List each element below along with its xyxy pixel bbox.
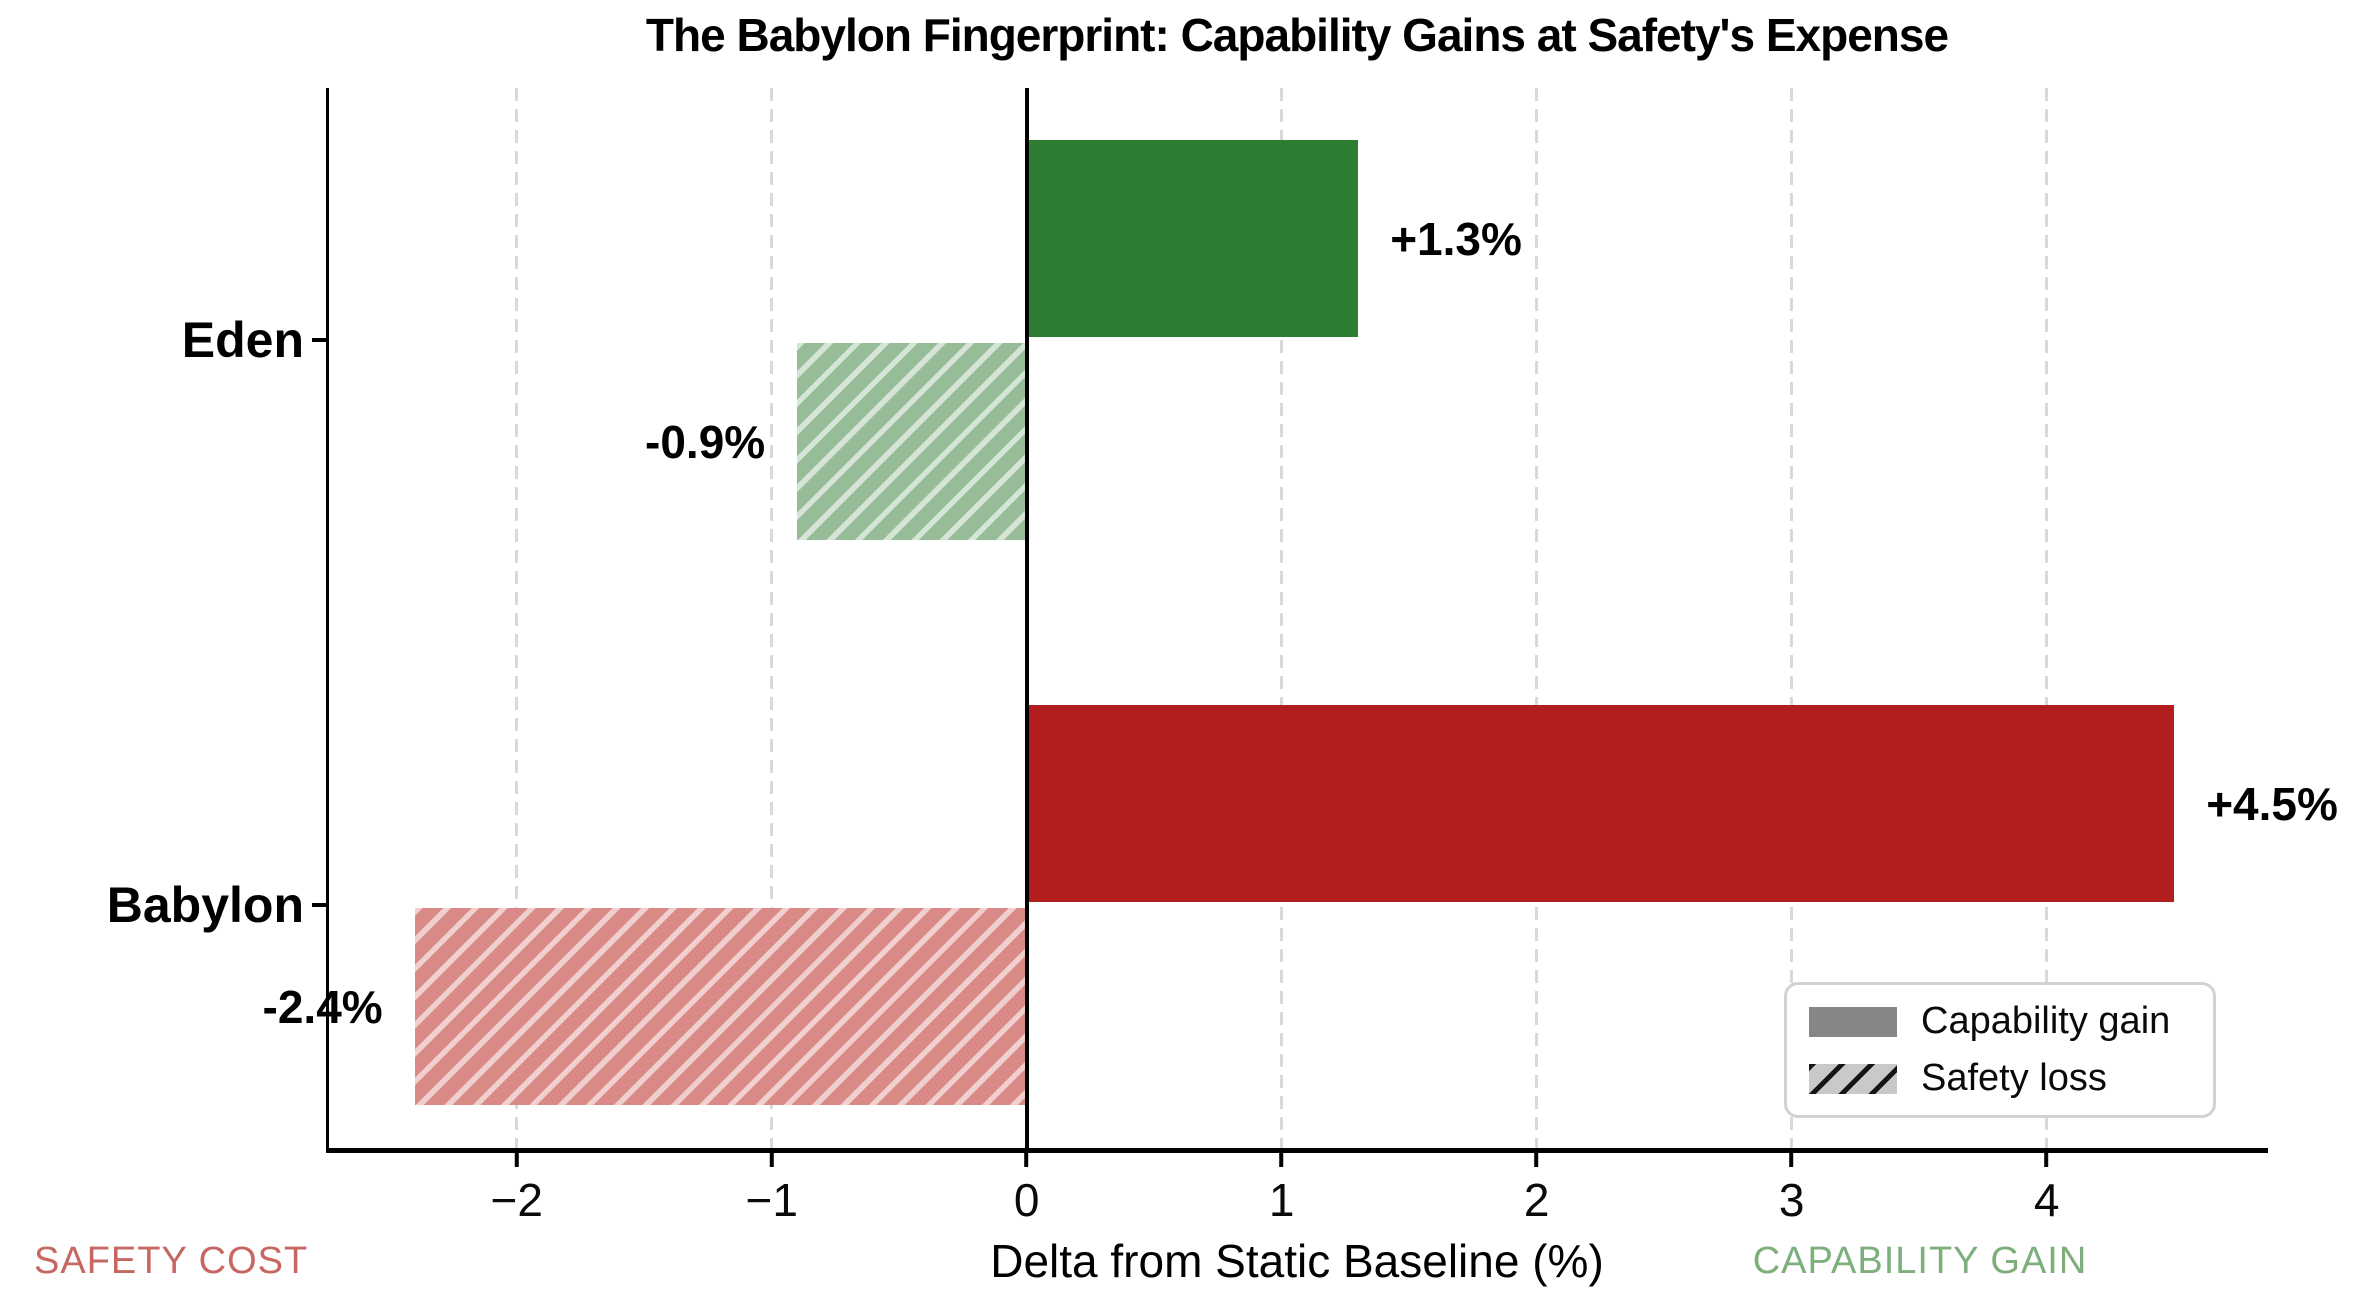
x-tick: −2	[490, 1151, 543, 1227]
bar-value-label-babylon-loss: -2.4%	[262, 980, 383, 1033]
zero-baseline-line	[1024, 88, 1029, 1148]
x-tick-mark	[1024, 1151, 1029, 1167]
x-tick-label: −2	[490, 1174, 543, 1226]
x-axis-label: Delta from Static Baseline (%)	[990, 1235, 1604, 1287]
gridline	[770, 88, 774, 1148]
gridline	[1280, 88, 1284, 1148]
legend-entry-safety-loss: Safety loss	[1809, 1057, 2213, 1100]
x-tick: 2	[1523, 1151, 1550, 1227]
x-tick-mark	[2044, 1151, 2049, 1167]
bar-babylon-capability-gain	[1026, 705, 2175, 902]
x-tick-mark	[1279, 1151, 1284, 1167]
gridline	[1790, 88, 1794, 1148]
gridline	[1535, 88, 1539, 1148]
x-tick-label: 2	[1523, 1174, 1550, 1226]
x-tick: 0	[1013, 1151, 1040, 1227]
x-tick-label: 0	[1013, 1174, 1040, 1226]
chart-title: The Babylon Fingerprint: Capability Gain…	[645, 9, 1949, 61]
x-tick-label: 4	[2033, 1174, 2060, 1226]
gridline	[515, 88, 519, 1148]
x-tick: 3	[1778, 1151, 1805, 1227]
bar-eden-safety-loss	[797, 343, 1027, 540]
annotation-capability-gain: CAPABILITY GAIN	[1752, 1240, 2088, 1282]
legend-swatch-hatched-icon	[1809, 1063, 1897, 1094]
x-axis-spine	[326, 1148, 2268, 1153]
x-tick: 4	[2033, 1151, 2060, 1227]
x-tick-mark	[1789, 1151, 1794, 1167]
y-tick-mark-eden	[312, 338, 328, 342]
legend-label: Safety loss	[1921, 1057, 2107, 1099]
legend-swatch-solid-icon	[1809, 1006, 1897, 1037]
bar-value-label-eden-gain: +1.3%	[1390, 212, 1522, 265]
legend-label: Capability gain	[1921, 1000, 2171, 1042]
x-tick-mark	[514, 1151, 519, 1167]
annotation-safety-cost: SAFETY COST	[34, 1240, 309, 1282]
x-tick: 1	[1268, 1151, 1295, 1227]
x-tick-label: −1	[745, 1174, 798, 1226]
y-category-label-babylon: Babylon	[106, 877, 304, 933]
y-category-label-eden: Eden	[181, 312, 304, 368]
x-tick-label: 1	[1268, 1174, 1295, 1226]
bar-babylon-safety-loss	[414, 908, 1027, 1105]
bar-eden-capability-gain	[1026, 140, 1359, 337]
y-tick-mark-babylon	[312, 903, 328, 907]
gridline	[2045, 88, 2049, 1148]
bar-value-label-eden-loss: -0.9%	[645, 415, 766, 468]
y-axis-spine	[326, 88, 329, 1151]
legend: Capability gain Safety loss	[1784, 982, 2216, 1118]
x-tick-mark	[769, 1151, 774, 1167]
x-tick-label: 3	[1778, 1174, 1805, 1226]
x-tick-mark	[1534, 1151, 1539, 1167]
legend-entry-capability-gain: Capability gain	[1809, 1000, 2213, 1043]
bar-value-label-babylon-gain: +4.5%	[2206, 777, 2338, 830]
x-tick: −1	[745, 1151, 798, 1227]
